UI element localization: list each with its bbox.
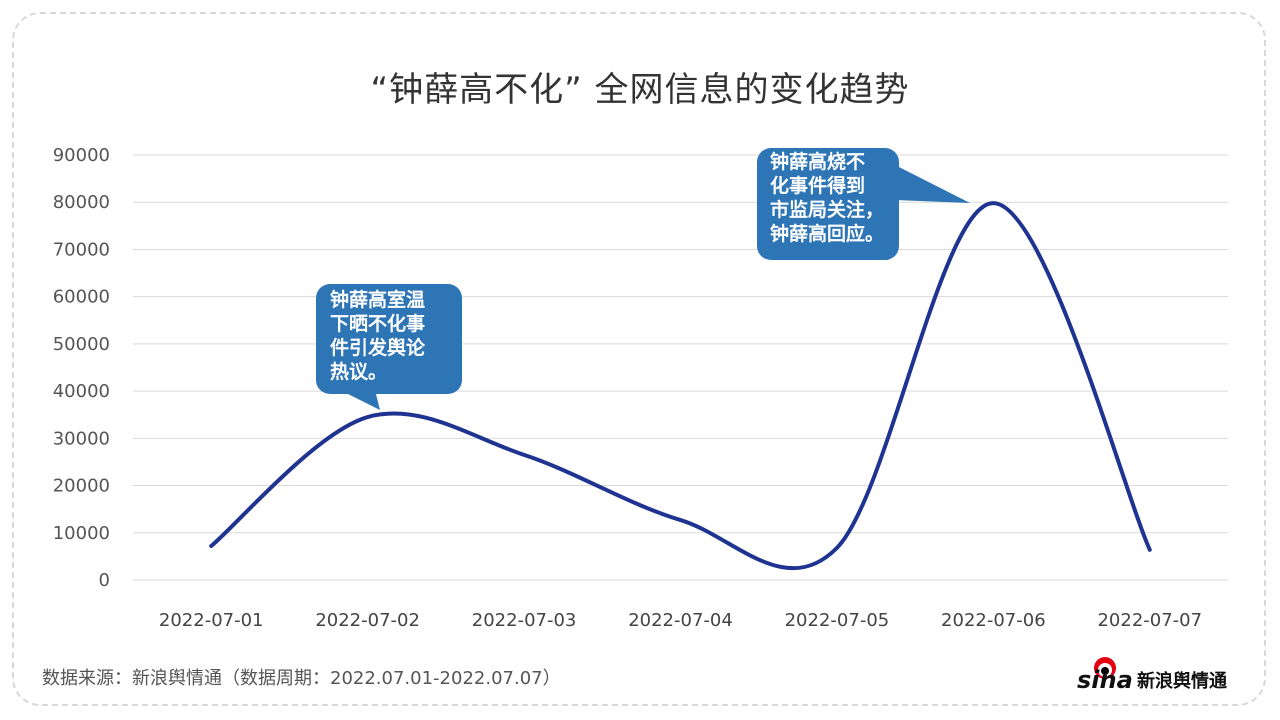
svg-text:sina: sina xyxy=(1077,666,1133,694)
annotation-line: 市监局关注， xyxy=(770,199,885,221)
annotation-1-text: 钟薛高室温 下晒不化事 件引发舆论 热议。 xyxy=(330,288,425,384)
annotation-line: 热议。 xyxy=(330,361,388,383)
y-tick-label: 80000 xyxy=(53,192,110,213)
chart-title: “钟薛高不化” 全网信息的变化趋势 xyxy=(370,70,910,110)
annotation-line: 钟薛高室温 xyxy=(330,289,426,311)
annotation-line: 钟薛高回应。 xyxy=(770,223,885,245)
x-tick-label: 2022-07-02 xyxy=(315,610,420,631)
chart-frame xyxy=(12,12,1266,706)
annotation-line: 下晒不化事 xyxy=(330,313,426,335)
sina-eye-icon xyxy=(1094,657,1116,679)
data-source-note: 数据来源：新浪舆情通（数据周期：2022.07.01-2022.07.07） xyxy=(42,668,561,689)
svg-text:新浪舆情通: 新浪舆情通 xyxy=(1137,670,1227,692)
annotation-1-callout xyxy=(316,284,462,394)
x-tick-label: 2022-07-03 xyxy=(472,610,577,631)
y-tick-label: 30000 xyxy=(53,428,110,449)
y-tick-label: 40000 xyxy=(53,381,110,402)
annotation-2-callout xyxy=(757,148,899,260)
y-tick-label: 90000 xyxy=(53,145,110,166)
y-tick-label: 50000 xyxy=(53,334,110,355)
annotation-line: 件引发舆论 xyxy=(330,337,426,359)
annotation-2-text: 钟薛高烧不 化事件得到 市监局关注， 钟薛高回应。 xyxy=(770,150,884,246)
annotation-2-callout-tail xyxy=(895,165,970,203)
sina-logo: sina 新浪舆情通 xyxy=(1077,657,1227,694)
x-tick-label: 2022-07-01 xyxy=(159,610,264,631)
x-tick-label: 2022-07-06 xyxy=(941,610,1046,631)
y-tick-label: 70000 xyxy=(53,239,110,260)
annotation-1-callout-tail xyxy=(340,390,380,410)
y-tick-label: 0 xyxy=(99,570,110,591)
x-tick-label: 2022-07-05 xyxy=(785,610,890,631)
y-tick-label: 60000 xyxy=(53,287,110,308)
x-tick-label: 2022-07-04 xyxy=(628,610,733,631)
annotation-line: 化事件得到 xyxy=(770,175,866,197)
y-tick-label: 10000 xyxy=(53,523,110,544)
series-line xyxy=(209,201,1152,571)
y-tick-label: 20000 xyxy=(53,476,110,497)
x-tick-label: 2022-07-07 xyxy=(1097,610,1202,631)
annotation-line: 钟薛高烧不 xyxy=(770,151,866,173)
